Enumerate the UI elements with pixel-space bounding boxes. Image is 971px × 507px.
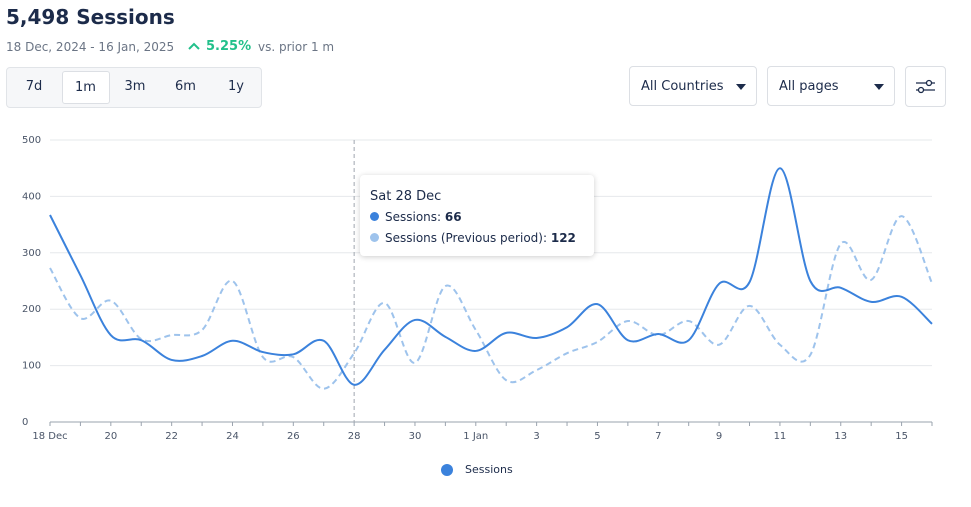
tooltip-dot: [370, 212, 379, 221]
y-tick-label: 400: [22, 191, 41, 202]
tooltip-row: Sessions (Previous period): 122: [370, 231, 576, 245]
x-tick-label: 24: [226, 431, 239, 442]
legend-dot: [441, 464, 453, 476]
period-button[interactable]: 1m: [61, 71, 110, 104]
filter-label: All Countries: [641, 79, 724, 94]
tooltip-value: 122: [550, 231, 576, 245]
tooltip: Sat 28 Dec Sessions: 66 Sessions (Previous…: [360, 175, 594, 256]
x-tick-label: 18 Dec: [32, 431, 67, 442]
page-filter[interactable]: All pages: [767, 66, 895, 106]
period-button[interactable]: 1y: [228, 79, 244, 94]
date-range: 18 Dec, 2024 - 16 Jan, 2025: [6, 40, 175, 54]
x-tick-label: 22: [165, 431, 178, 442]
filter-label: All pages: [779, 79, 839, 94]
tooltip-row: Sessions: 66: [370, 210, 462, 224]
x-tick-label: 1 Jan: [463, 431, 488, 442]
y-tick-label: 200: [22, 304, 41, 315]
series-line: [49, 167, 933, 386]
period-button[interactable]: 7d: [25, 79, 43, 94]
x-tick-label: 30: [409, 431, 422, 442]
x-tick-label: 28: [348, 431, 361, 442]
y-tick-label: 0: [22, 417, 28, 428]
tooltip-title: Sat 28 Dec: [370, 189, 442, 204]
tooltip-dot: [370, 233, 379, 242]
up-arrow: [188, 42, 200, 50]
x-tick-label: 26: [287, 431, 300, 442]
legend-label: Sessions: [465, 463, 513, 476]
y-tick-label: 100: [22, 361, 41, 372]
x-tick-label: 5: [594, 431, 600, 442]
caret: [874, 84, 884, 90]
period-button[interactable]: 3m: [124, 79, 146, 94]
period-button[interactable]: 6m: [175, 79, 196, 94]
series-line: [49, 215, 933, 390]
y-tick-label: 300: [22, 248, 41, 259]
x-tick-label: 13: [834, 431, 847, 442]
change: 5.25%: [206, 39, 252, 54]
period-selector: 7d 1m 3m 6m 1y: [6, 67, 262, 108]
x-tick-label: 9: [716, 431, 722, 442]
x-tick-label: 3: [533, 431, 539, 442]
tooltip-label: Sessions:: [385, 210, 442, 224]
tooltip-value: 66: [444, 210, 462, 224]
title: 5,498 Sessions: [6, 5, 175, 29]
comparison: vs. prior 1 m: [258, 40, 335, 54]
x-tick-label: 11: [774, 431, 787, 442]
y-tick-label: 500: [22, 135, 41, 146]
x-tick-label: 15: [895, 431, 908, 442]
caret: [736, 84, 746, 90]
x-tick-label: 20: [104, 431, 117, 442]
country-filter[interactable]: All Countries: [629, 66, 757, 106]
sliders-icon: [916, 79, 935, 94]
tooltip-label: Sessions (Previous period):: [385, 231, 548, 245]
settings-button[interactable]: [905, 66, 946, 107]
x-tick-label: 7: [655, 431, 661, 442]
